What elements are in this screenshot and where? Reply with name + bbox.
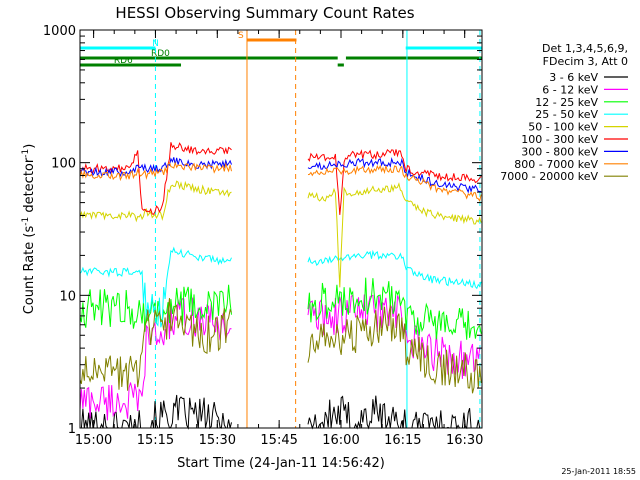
legend-label-300-800-kev: 300 - 800 keV — [521, 145, 598, 158]
y-axis-label: Count Rate (s-1 detector-1) — [21, 144, 37, 315]
legend-label-25-50-kev: 25 - 50 keV — [535, 108, 598, 121]
x-tick-label-16-00: 16:00 — [322, 433, 359, 448]
legend-label-100-300-kev: 100 - 300 keV — [521, 133, 598, 146]
y-axis-label-sup2: -1 — [21, 149, 31, 158]
legend-label-50-100-kev: 50 - 100 keV — [528, 121, 598, 134]
legend-label-6-12-kev: 6 - 12 keV — [542, 83, 598, 96]
markers-layer — [79, 30, 481, 428]
series-6-12-kev-line — [79, 297, 232, 421]
series-7000-20000-kev-line — [79, 298, 232, 391]
series-7000-20000-kev-line-1 — [307, 305, 482, 394]
x-tick-label-15-15: 15:15 — [137, 433, 174, 448]
x-tick-label-16-15: 16:15 — [384, 433, 421, 448]
y-axis-label-main: Count Rate (s — [22, 226, 37, 315]
y-tick-label-1000: 1000 — [43, 24, 76, 39]
flag-rd0-label: RD0 — [151, 49, 170, 59]
y-axis-label-sup1: -1 — [21, 217, 31, 226]
legend-header-1: FDecim 3, Att 0 — [543, 55, 628, 68]
series-800-7000-kev-line-1 — [307, 164, 482, 202]
legend-label-12-25-kev: 12 - 25 keV — [535, 96, 598, 109]
y-axis-label-mid: detector — [22, 157, 37, 217]
y-axis-label-end: ) — [22, 144, 37, 149]
x-tick-label-16-30: 16:30 — [446, 433, 483, 448]
x-tick-label-15-00: 15:00 — [75, 433, 112, 448]
flags-layer: NRD0RD6S — [80, 31, 482, 67]
y-tick-label-10: 10 — [59, 289, 76, 304]
series-50-100-kev-line — [79, 180, 232, 223]
series-12-25-kev-line-1 — [307, 277, 482, 340]
x-axis-label: Start Time (24-Jan-11 14:56:42) — [177, 456, 385, 471]
x-tick-label-15-45: 15:45 — [260, 433, 297, 448]
series-3-6-kev-line-1 — [307, 395, 482, 430]
series-100-300-kev-line-1 — [307, 148, 482, 215]
series-3-6-kev-line — [80, 394, 232, 430]
series-800-7000-kev-line — [79, 161, 232, 182]
plot-frame — [79, 29, 483, 429]
y-tick-label-1: 1 — [68, 422, 76, 437]
legend-label-7000-20000-kev: 7000 - 20000 keV — [500, 170, 598, 183]
legend-header-0: Det 1,3,4,5,6,9, — [542, 42, 628, 55]
flag-rd6-label: RD6 — [114, 56, 133, 66]
y-axis: 1 10 100 1000 — [43, 24, 482, 437]
series-6-12-kev-line-1 — [307, 294, 482, 379]
legend-label-800-7000-kev: 800 - 7000 keV — [514, 158, 598, 171]
y-tick-label-100: 100 — [51, 157, 76, 172]
flag-s-label: S — [238, 31, 244, 41]
series-layer — [79, 142, 482, 430]
x-axis: 15:00 15:15 15:30 15:45 16:00 16:15 16:30 — [75, 30, 483, 448]
series-50-100-kev-line-1 — [307, 182, 482, 288]
legend-label-3-6-kev: 3 - 6 keV — [549, 71, 598, 84]
x-tick-label-15-30: 15:30 — [199, 433, 236, 448]
footer-timestamp: 25-Jan-2011 18:55 — [561, 467, 636, 476]
series-100-300-kev-line — [79, 142, 232, 215]
series-25-50-kev-line-1 — [307, 249, 482, 290]
legend: Det 1,3,4,5,6,9,FDecim 3, Att 0 3 - 6 keV… — [500, 42, 628, 183]
chart-title: HESSI Observing Summary Count Rates — [115, 4, 414, 22]
